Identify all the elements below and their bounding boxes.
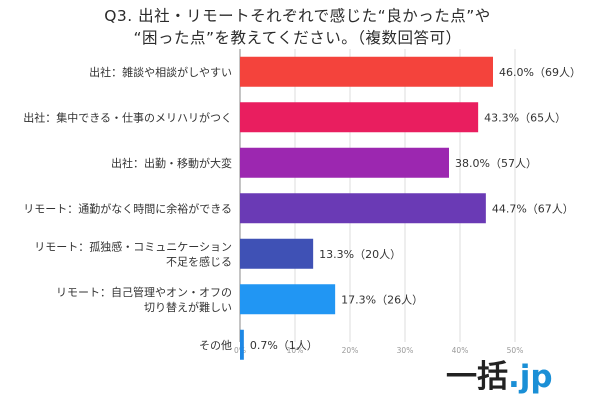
category-label: 出社：雑談や相談がしやすい <box>89 65 232 79</box>
category-label: リモート：孤独感・コミュニケーション <box>34 240 232 253</box>
data-label: 43.3%（65人） <box>484 111 566 124</box>
data-label: 13.3%（20人） <box>319 248 401 261</box>
category-label: 不足を感じる <box>166 255 232 268</box>
data-label: 44.7%（67人） <box>492 202 574 215</box>
x-tick-label: 20% <box>342 346 359 355</box>
chart-title-line-2: “困った点”を教えてください。（複数回答可） <box>133 29 462 47</box>
logo-main-text: 一括 <box>446 359 508 395</box>
bar-6 <box>240 284 336 315</box>
bar-4 <box>240 193 486 224</box>
ikkatsu-logo: 一括.jp <box>446 358 553 396</box>
category-label: リモート：自己管理やオン・オフの <box>56 285 232 299</box>
bar-2 <box>240 102 479 133</box>
x-tick-label: 50% <box>507 346 524 355</box>
data-label: 46.0%（69人） <box>499 66 581 79</box>
category-label: 出社：出勤・移動が大変 <box>111 156 232 170</box>
category-label: その他 <box>199 339 232 352</box>
x-tick-label: 10% <box>287 346 304 355</box>
chart-title-line-1: Q3. 出社・リモートそれぞれで感じた“良かった点”や <box>104 7 491 25</box>
logo-tld-text: .jp <box>508 359 553 395</box>
category-label: 切り替えが難しい <box>144 300 232 314</box>
category-label: リモート：通勤がなく時間に余裕ができる <box>23 201 232 215</box>
bar-7 <box>240 329 244 360</box>
bar-5 <box>240 238 314 269</box>
x-tick-label: 40% <box>452 346 469 355</box>
data-label: 38.0%（57人） <box>455 157 537 170</box>
data-label: 17.3%（26人） <box>341 293 423 306</box>
bar-3 <box>240 147 449 178</box>
x-tick-label: 30% <box>397 346 414 355</box>
category-label: 出社：集中できる・仕事のメリハリがつく <box>23 110 232 124</box>
bar-1 <box>240 56 493 87</box>
data-label: 0.7%（1人） <box>250 339 318 352</box>
